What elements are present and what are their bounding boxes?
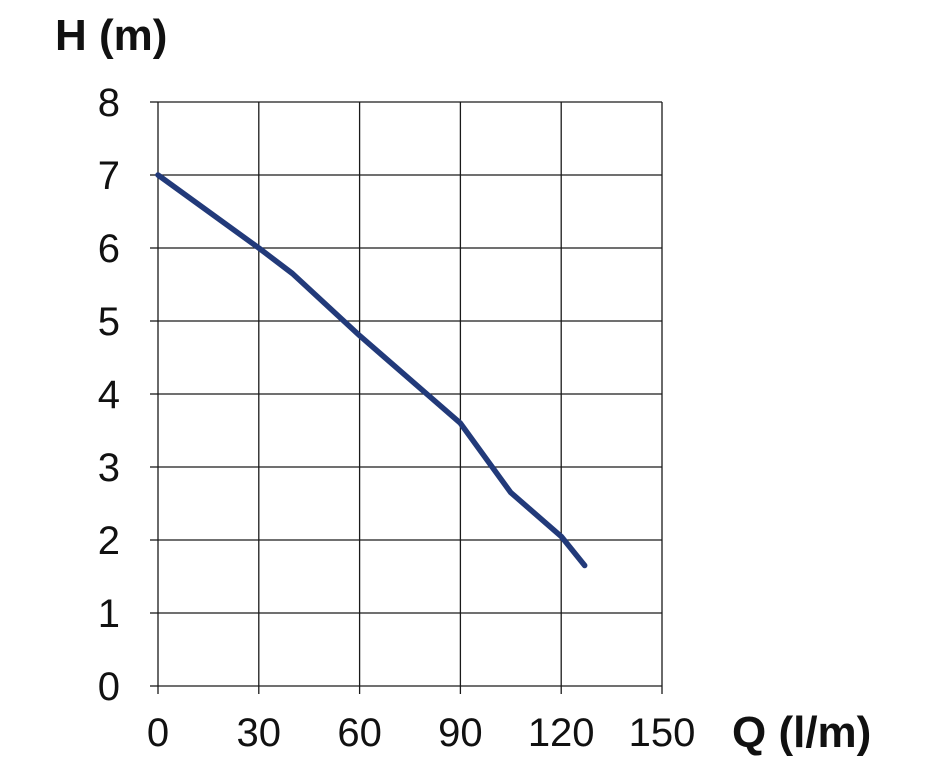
series-line bbox=[155, 172, 588, 569]
x-tick-labels: 0 30 60 90 120 150 bbox=[147, 711, 696, 755]
y-tick-label: 8 bbox=[98, 81, 120, 125]
x-tick-label: 150 bbox=[629, 711, 696, 755]
y-tick-labels: 0 1 2 3 4 5 6 7 8 bbox=[98, 81, 120, 709]
y-tick-label: 3 bbox=[98, 446, 120, 490]
series-group bbox=[155, 172, 588, 569]
y-axis-title: H (m) bbox=[55, 11, 167, 60]
y-tick-label: 2 bbox=[98, 519, 120, 563]
y-tick-label: 0 bbox=[98, 665, 120, 709]
x-tick-label: 90 bbox=[438, 711, 483, 755]
x-tick-label: 120 bbox=[528, 711, 595, 755]
y-tick-label: 5 bbox=[98, 300, 120, 344]
x-tick-label: 0 bbox=[147, 711, 169, 755]
y-tick-label: 6 bbox=[98, 227, 120, 271]
y-tick-label: 7 bbox=[98, 154, 120, 198]
x-axis-title: Q (l/m) bbox=[732, 708, 871, 757]
y-tick-label: 4 bbox=[98, 373, 120, 417]
x-tick-label: 60 bbox=[337, 711, 382, 755]
x-tick-label: 30 bbox=[237, 711, 282, 755]
grid bbox=[157, 101, 663, 687]
y-tick-label: 1 bbox=[98, 592, 120, 636]
tick-marks bbox=[150, 101, 663, 694]
